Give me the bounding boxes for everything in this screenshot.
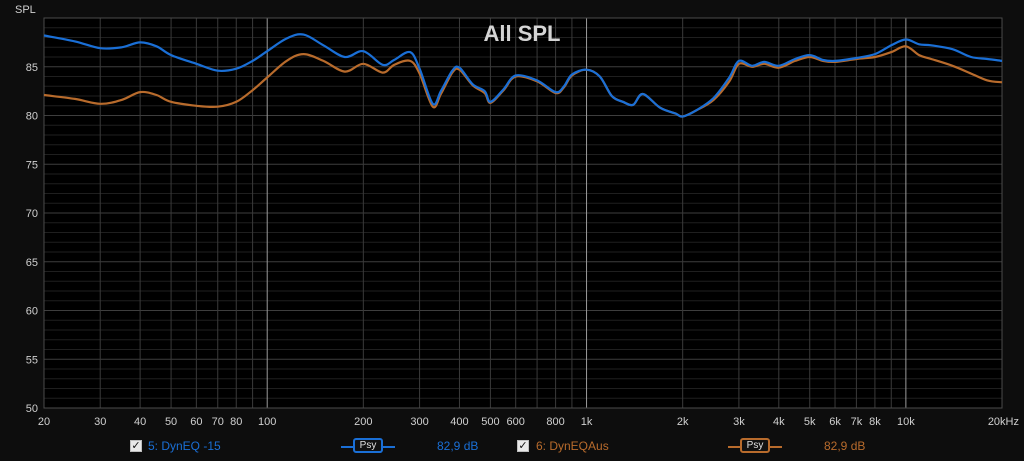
x-tick-label: 80	[230, 416, 242, 428]
x-tick-label: 300	[410, 416, 428, 428]
series2-label: 6: DynEQAus	[536, 439, 609, 453]
y-tick-label: 75	[26, 159, 38, 171]
x-tick-label: 30	[94, 416, 106, 428]
x-tick-label: 4k	[773, 416, 785, 428]
x-tick-label: 10k	[897, 416, 915, 428]
x-tick-label: 20	[38, 416, 50, 428]
y-tick-labels: 50 55 60 65 70 75 80 85	[26, 62, 38, 415]
plot-frame	[43, 17, 1003, 409]
y-tick-label: 60	[26, 306, 38, 318]
series2-psy-button[interactable]: Psy	[740, 438, 770, 453]
x-tick-label: 70	[212, 416, 224, 428]
x-tick-label: 2k	[677, 416, 689, 428]
y-tick-label: 65	[26, 257, 38, 269]
x-tick-label: 500	[481, 416, 499, 428]
x-tick-label: 7k	[851, 416, 863, 428]
x-tick-label: 200	[354, 416, 372, 428]
series2-value: 82,9 dB	[824, 439, 866, 453]
x-tick-label: 40	[134, 416, 146, 428]
x-tick-label: 5k	[804, 416, 816, 428]
x-tick-label: 50	[165, 416, 177, 428]
series2-checkbox[interactable]: ✓	[517, 439, 529, 452]
x-tick-label: 60	[190, 416, 202, 428]
x-tick-labels: 20 30 40 50 60 70 80 100 200 300 400 500 600 800 1k 2k 3…	[38, 416, 1019, 428]
series-lines	[43, 33, 1003, 118]
x-tick-label: 20kHz	[988, 416, 1019, 428]
x-tick-label: 1k	[581, 416, 593, 428]
x-tick-label: 3k	[733, 416, 745, 428]
series1-checkbox[interactable]: ✓	[130, 439, 142, 452]
x-tick-label: 6k	[829, 416, 841, 428]
series-line-1	[43, 33, 1003, 118]
y-tick-label: 80	[26, 111, 38, 123]
y-tick-label: 50	[26, 403, 38, 415]
y-axis-label: SPL	[15, 4, 36, 16]
y-tick-label: 85	[26, 62, 38, 74]
legend: ✓ 5: DynEQ -15 Psy 82,9 dB ✓ 6: DynEQAus…	[0, 436, 1024, 458]
x-tick-label: 8k	[869, 416, 881, 428]
series1-psy-button[interactable]: Psy	[353, 438, 383, 453]
series1-value: 82,9 dB	[437, 439, 479, 453]
x-tick-label: 800	[546, 416, 564, 428]
chart-title: All SPL	[483, 21, 560, 46]
grid	[43, 17, 1003, 409]
series1-label: 5: DynEQ -15	[148, 439, 221, 453]
y-tick-label: 70	[26, 208, 38, 220]
y-tick-label: 55	[26, 354, 38, 366]
x-tick-label: 100	[258, 416, 276, 428]
x-tick-label: 600	[507, 416, 525, 428]
x-tick-label: 400	[450, 416, 468, 428]
